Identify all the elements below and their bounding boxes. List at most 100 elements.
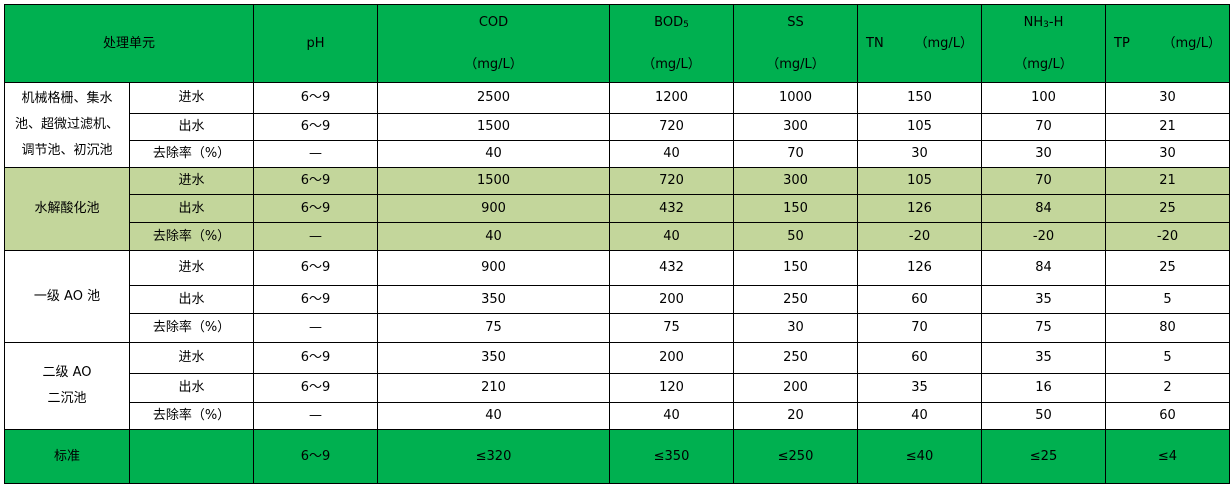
header-row: 处理单元 pH COD （mg/L） BOD5 （mg/L） SS （mg/L） TN…: [4, 4, 1230, 83]
header-ss: SS （mg/L）: [733, 4, 858, 83]
group-name: 二级 AO 二沉池: [4, 342, 130, 430]
cell-value: 900: [377, 250, 610, 286]
cell-value: 350: [377, 285, 610, 314]
cell-value: 40: [377, 222, 610, 251]
cell-value: 2: [1105, 373, 1230, 403]
standard-value: ≤350: [609, 429, 734, 484]
cell-value: 1200: [609, 82, 734, 114]
cell-value: -20: [981, 222, 1106, 251]
cell-value: 40: [377, 140, 610, 168]
cell-value: 300: [733, 167, 858, 195]
cell-value: 35: [981, 342, 1106, 374]
cell-value: 6～9: [253, 373, 378, 403]
cell-value: 70: [733, 140, 858, 168]
group-name: 一级 AO 池: [4, 250, 130, 343]
cell-value: -20: [1105, 222, 1230, 251]
standard-label: 标准: [4, 429, 130, 484]
cell-value: 6～9: [253, 194, 378, 223]
cell-value: 30: [1105, 140, 1230, 168]
cell-value: 50: [733, 222, 858, 251]
header-cod: COD （mg/L）: [377, 4, 610, 83]
row-label: 去除率（%）: [129, 222, 254, 251]
cell-value: 6～9: [253, 82, 378, 114]
cell-value: 250: [733, 285, 858, 314]
cell-value: 75: [609, 313, 734, 343]
table-row: 一级 AO 池进水 6～9 900 432 150 126 84 25: [4, 250, 1230, 343]
standard-value: ≤4: [1105, 429, 1230, 484]
row-label: 去除率（%）: [129, 140, 254, 168]
cell-value: 250: [733, 342, 858, 374]
cell-value: 120: [609, 373, 734, 403]
cell-value: 70: [857, 313, 982, 343]
group-name: 水解酸化池: [4, 167, 130, 251]
group-name: 机械格栅、集水池、超微过滤机、调节池、初沉池: [4, 82, 130, 168]
cell-value: 40: [377, 402, 610, 430]
cell-value: —: [253, 222, 378, 251]
cell-value: 50: [981, 402, 1106, 430]
standard-value: 6～9: [253, 429, 378, 484]
cell-value: 126: [857, 250, 982, 286]
cell-value: —: [253, 140, 378, 168]
cell-value: 21: [1105, 113, 1230, 141]
cell-value: 200: [609, 342, 734, 374]
header-ph: pH: [253, 4, 378, 83]
cell-value: 1500: [377, 113, 610, 141]
cell-value: —: [253, 313, 378, 343]
cell-value: 80: [1105, 313, 1230, 343]
row-label: 去除率（%）: [129, 313, 254, 343]
cell-value: 6～9: [253, 167, 378, 195]
cell-value: 25: [1105, 194, 1230, 223]
header-nh3: NH3-H （mg/L）: [981, 4, 1106, 83]
cell-value: —: [253, 402, 378, 430]
cell-value: 6～9: [253, 285, 378, 314]
cell-value: 40: [609, 222, 734, 251]
cell-value: 20: [733, 402, 858, 430]
table-row: 去除率（%） —40 40 50 -20 -20 -20: [5, 222, 1230, 251]
table-row: 去除率（%） —40 40 70 30 30 30: [5, 140, 1230, 168]
cell-value: 70: [981, 113, 1106, 141]
cell-value: 21: [1105, 167, 1230, 195]
row-label: 进水: [129, 82, 254, 114]
cell-value: 200: [609, 285, 734, 314]
cell-value: 900: [377, 194, 610, 223]
row-label: 进水: [129, 250, 254, 286]
cell-value: 432: [609, 194, 734, 223]
table-row: 出水 6～9 350 200 250 60 35 5: [5, 285, 1230, 314]
cell-value: 16: [981, 373, 1106, 403]
cell-value: 60: [857, 285, 982, 314]
cell-value: 720: [609, 167, 734, 195]
cell-value: 30: [981, 140, 1106, 168]
table-row: 出水 6～9 900 432 150 126 84 25: [5, 194, 1230, 223]
header-tn: TN （mg/L）: [857, 4, 982, 83]
header-tp: TP （mg/L）: [1105, 4, 1230, 83]
cell-value: 75: [981, 313, 1106, 343]
table-row: 去除率（%） —75 75 30 70 75 80: [5, 313, 1230, 343]
cell-value: 2500: [377, 82, 610, 114]
table-row: 水解酸化池 进水 6～9 1500 720 300 105 70 21: [4, 167, 1230, 251]
table-row: 出水 6～9 210 120 200 35 16 2: [5, 373, 1230, 403]
standard-value: ≤320: [377, 429, 610, 484]
table-row: 机械格栅、集水池、超微过滤机、调节池、初沉池 进水 6～9 2500 1200 1000 1…: [4, 82, 1230, 168]
cell-value: 6～9: [253, 113, 378, 141]
cell-value: 150: [733, 194, 858, 223]
cell-value: -20: [857, 222, 982, 251]
cell-value: 432: [609, 250, 734, 286]
standard-value: ≤40: [857, 429, 982, 484]
cell-value: 300: [733, 113, 858, 141]
cell-value: 126: [857, 194, 982, 223]
row-label: 出水: [129, 373, 254, 403]
cell-value: 40: [609, 140, 734, 168]
cell-value: 25: [1105, 250, 1230, 286]
cell-value: 30: [1105, 82, 1230, 114]
cell-value: 6～9: [253, 250, 378, 286]
cell-value: 70: [981, 167, 1106, 195]
cell-value: 210: [377, 373, 610, 403]
row-label: 出水: [129, 194, 254, 223]
cell-value: 1500: [377, 167, 610, 195]
standard-value: ≤25: [981, 429, 1106, 484]
cell-value: 40: [857, 402, 982, 430]
cell-value: 1000: [733, 82, 858, 114]
cell-value: 720: [609, 113, 734, 141]
cell-value: 5: [1105, 342, 1230, 374]
table-row: 出水 6～9 1500 720 300 105 70 21: [5, 113, 1230, 141]
